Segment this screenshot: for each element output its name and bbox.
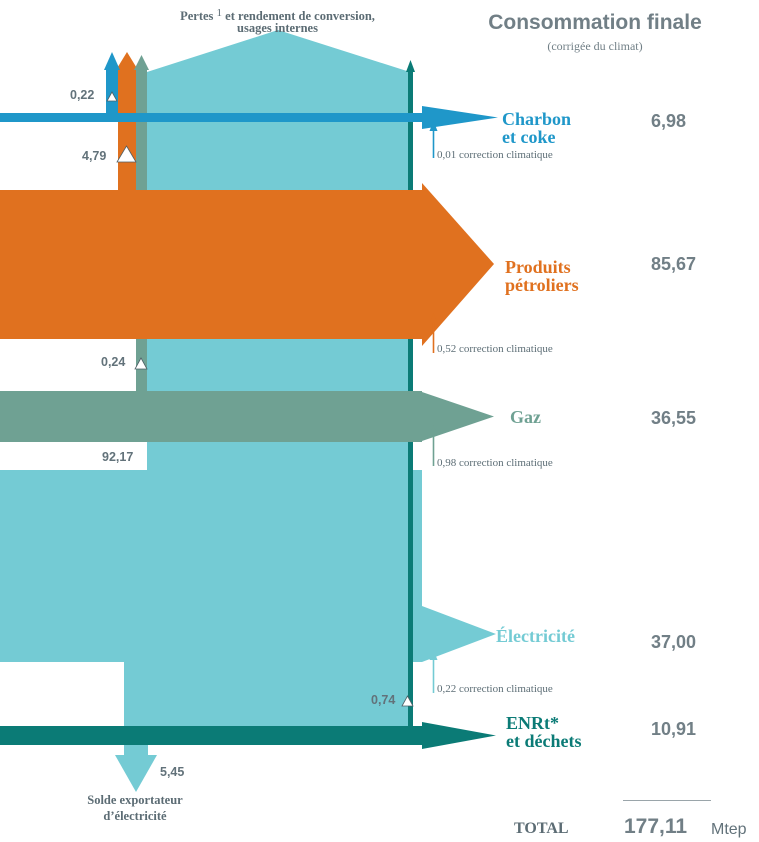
charbon-correction: 0,01 correction climatique: [437, 149, 553, 161]
export-arrowhead: [115, 755, 157, 792]
total-label: TOTAL: [514, 820, 569, 837]
total-rule: [623, 800, 711, 801]
petrole-arrowhead: [422, 183, 494, 346]
petrole-label: Produits pétroliers: [505, 257, 579, 295]
electricity-area: [0, 470, 422, 662]
total-unit: Mtep: [711, 821, 747, 838]
charbon-loss-marker: [106, 91, 118, 102]
gaz-label: Gaz: [510, 407, 541, 427]
electricite-production-loss-value: 92,17: [102, 450, 134, 464]
gaz-loss-marker: [134, 357, 148, 370]
petrole-loss-marker: [116, 145, 137, 163]
petrole-flow: [0, 190, 422, 339]
losses-header: Pertes 1 et rendement de conversion, usa…: [120, 7, 435, 35]
enrt-value: 10,91: [651, 719, 697, 739]
charbon-flow: [0, 113, 430, 122]
consumption-subtitle: (corrigée du climat): [547, 39, 643, 53]
gaz-value: 36,55: [651, 408, 697, 428]
gaz-correction-arrow: [429, 425, 438, 466]
petrole-loss-flow: [118, 68, 136, 190]
enrt-label: ENRt* et déchets: [506, 713, 582, 751]
export-label: Solde exportateur d’électricité: [87, 793, 183, 823]
enrt-flow: [0, 726, 422, 745]
petrole-loss-arrowhead: [116, 52, 138, 70]
gaz-arrowhead: [422, 392, 494, 441]
electricite-label: Électricité: [496, 626, 575, 646]
charbon-correction-arrow: [429, 121, 438, 158]
charbon-arrowhead: [422, 106, 498, 129]
petrole-value: 85,67: [651, 254, 697, 274]
total-value: 177,11: [624, 815, 688, 838]
charbon-loss-value: 0,22: [70, 88, 95, 102]
export-value: 5,45: [160, 765, 185, 779]
consumption-title: Consommation finale: [488, 11, 702, 34]
enrt-loss-value: 0,74: [371, 693, 396, 707]
gaz-loss-value: 0,24: [101, 355, 126, 369]
enrt-arrowhead: [422, 722, 496, 749]
petrole-loss-value: 4,79: [82, 149, 107, 163]
gaz-loss-arrowhead: [134, 55, 149, 70]
charbon-loss-arrowhead: [104, 52, 120, 70]
gaz-correction: 0,98 correction climatique: [437, 457, 553, 469]
electricite-correction: 0,22 correction climatique: [437, 683, 553, 695]
charbon-value: 6,98: [651, 111, 687, 131]
electricite-correction-arrow: [429, 650, 438, 693]
electricite-arrowhead: [422, 606, 496, 662]
losses-header-line2: usages internes: [237, 21, 318, 35]
enrt-loss-arrowhead: [406, 60, 415, 72]
petrole-correction: 0,52 correction climatique: [437, 343, 553, 355]
electricite-value: 37,00: [651, 632, 697, 652]
petrole-correction-arrow: [429, 313, 438, 353]
gaz-flow: [0, 391, 422, 442]
enrt-loss-marker: [401, 695, 414, 707]
charbon-label: Charbon et coke: [502, 109, 572, 147]
